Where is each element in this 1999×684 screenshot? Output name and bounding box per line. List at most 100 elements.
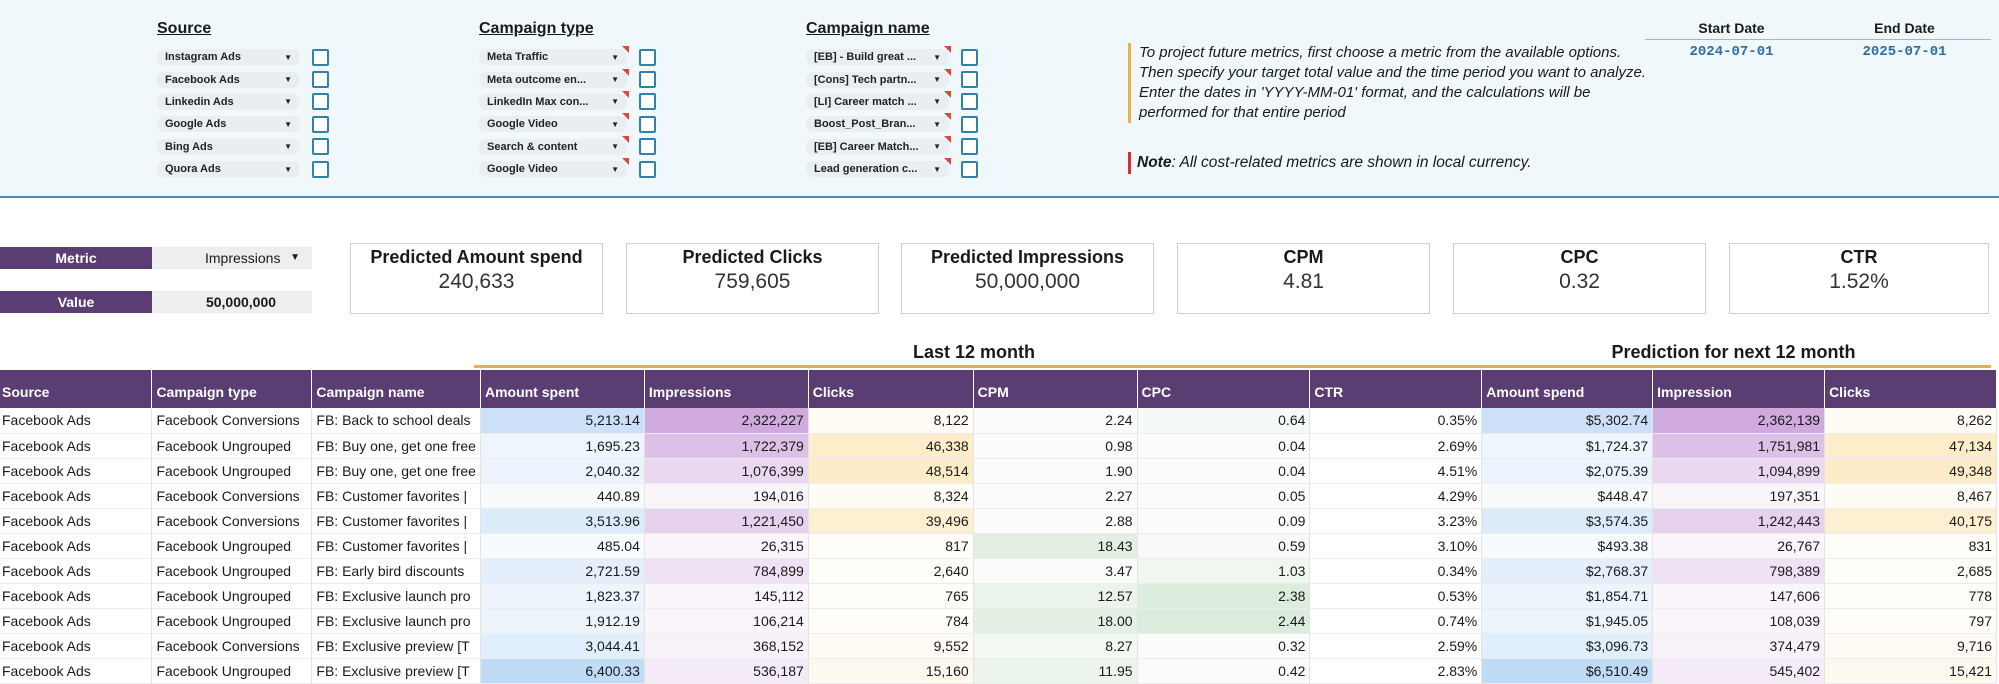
table-cell[interactable]: 46,338 <box>808 433 974 459</box>
source-checkbox[interactable] <box>312 93 329 111</box>
table-cell[interactable]: 368,152 <box>644 633 809 659</box>
table-cell[interactable]: $3,096.73 <box>1481 633 1654 659</box>
table-cell[interactable]: 4.51% <box>1309 458 1483 484</box>
table-cell[interactable]: FB: Buy one, get one free <box>311 458 481 484</box>
source-dropdown-chip[interactable]: Quora Ads ▼ <box>157 161 300 178</box>
campaign-type-dropdown-chip[interactable]: LinkedIn Max con... ▼ <box>479 90 629 110</box>
source-checkbox[interactable] <box>312 48 329 66</box>
table-cell[interactable]: Facebook Ads <box>0 533 153 559</box>
table-cell[interactable]: FB: Buy one, get one free <box>311 433 481 459</box>
value-input[interactable]: 50,000,000 <box>152 291 312 313</box>
table-cell[interactable]: Facebook Ungrouped <box>151 458 313 484</box>
table-cell[interactable]: 784 <box>808 608 974 634</box>
table-cell[interactable]: 545,402 <box>1652 658 1826 684</box>
column-header[interactable]: Campaign type <box>151 370 313 408</box>
table-cell[interactable]: 831 <box>1824 533 1997 559</box>
table-cell[interactable]: FB: Customer favorites | <box>311 483 481 509</box>
table-cell[interactable]: Facebook Ungrouped <box>151 658 313 684</box>
table-cell[interactable]: Facebook Conversions <box>151 483 313 509</box>
table-cell[interactable]: 2.38 <box>1137 583 1311 609</box>
table-cell[interactable]: 1.03 <box>1137 558 1311 584</box>
table-cell[interactable]: 11.95 <box>973 658 1138 684</box>
table-cell[interactable]: 40,175 <box>1824 508 1997 534</box>
campaign-type-dropdown-chip[interactable]: Google Video ▼ <box>479 113 629 133</box>
table-cell[interactable]: 797 <box>1824 608 1997 634</box>
table-cell[interactable]: 1,221,450 <box>644 508 809 534</box>
table-cell[interactable]: 0.35% <box>1309 408 1483 434</box>
table-cell[interactable]: FB: Early bird discounts <box>311 558 481 584</box>
table-cell[interactable]: 9,552 <box>808 633 974 659</box>
table-cell[interactable]: FB: Exclusive preview [T <box>311 658 481 684</box>
table-cell[interactable]: 2,362,139 <box>1652 408 1826 434</box>
table-cell[interactable]: $1,854.71 <box>1481 583 1654 609</box>
table-cell[interactable]: Facebook Ads <box>0 633 153 659</box>
table-cell[interactable]: 0.04 <box>1137 458 1311 484</box>
table-cell[interactable]: 145,112 <box>644 583 809 609</box>
table-cell[interactable]: 2.83% <box>1309 658 1483 684</box>
table-cell[interactable]: 0.04 <box>1137 433 1311 459</box>
table-cell[interactable]: 15,160 <box>808 658 974 684</box>
table-cell[interactable]: 1,722,379 <box>644 433 809 459</box>
table-cell[interactable]: 2,685 <box>1824 558 1997 584</box>
source-checkbox[interactable] <box>312 71 329 89</box>
table-cell[interactable]: 106,214 <box>644 608 809 634</box>
campaign-name-checkbox[interactable] <box>961 138 978 156</box>
table-cell[interactable]: 3,513.96 <box>480 508 645 534</box>
table-cell[interactable]: 2,640 <box>808 558 974 584</box>
table-cell[interactable]: 108,039 <box>1652 608 1826 634</box>
table-cell[interactable]: Facebook Ads <box>0 558 153 584</box>
table-cell[interactable]: 1,695.23 <box>480 433 645 459</box>
campaign-type-checkbox[interactable] <box>639 71 656 89</box>
table-cell[interactable]: 485.04 <box>480 533 645 559</box>
table-cell[interactable]: 8,467 <box>1824 483 1997 509</box>
table-cell[interactable]: 12.57 <box>973 583 1138 609</box>
table-cell[interactable]: 0.74% <box>1309 608 1483 634</box>
table-cell[interactable]: 0.64 <box>1137 408 1311 434</box>
campaign-name-dropdown-chip[interactable]: [EB] Career Match... ▼ <box>806 135 951 155</box>
table-cell[interactable]: 26,767 <box>1652 533 1826 559</box>
table-cell[interactable]: FB: Customer favorites | <box>311 508 481 534</box>
campaign-name-checkbox[interactable] <box>961 93 978 111</box>
table-cell[interactable]: 8,122 <box>808 408 974 434</box>
table-cell[interactable]: 6,400.33 <box>480 658 645 684</box>
table-cell[interactable]: Facebook Ads <box>0 608 153 634</box>
column-header[interactable]: Amount spend <box>1481 370 1654 408</box>
table-cell[interactable]: 147,606 <box>1652 583 1826 609</box>
table-cell[interactable]: 2.27 <box>973 483 1138 509</box>
table-cell[interactable]: 2.24 <box>973 408 1138 434</box>
column-header[interactable]: Impressions <box>644 370 809 408</box>
table-cell[interactable]: Facebook Conversions <box>151 633 313 659</box>
campaign-name-checkbox[interactable] <box>961 71 978 89</box>
campaign-type-checkbox[interactable] <box>639 115 656 133</box>
table-cell[interactable]: 39,496 <box>808 508 974 534</box>
table-cell[interactable]: Facebook Ungrouped <box>151 608 313 634</box>
table-cell[interactable]: $6,510.49 <box>1481 658 1654 684</box>
table-cell[interactable]: 5,213.14 <box>480 408 645 434</box>
campaign-name-dropdown-chip[interactable]: [LI] Career match ... ▼ <box>806 90 951 110</box>
campaign-name-dropdown-chip[interactable]: Lead generation c... ▼ <box>806 158 951 178</box>
column-header[interactable]: Amount spent <box>480 370 645 408</box>
campaign-type-dropdown-chip[interactable]: Google Video ▼ <box>479 158 629 178</box>
table-cell[interactable]: Facebook Ungrouped <box>151 558 313 584</box>
table-cell[interactable]: 0.34% <box>1309 558 1483 584</box>
table-cell[interactable]: 1,094,899 <box>1652 458 1826 484</box>
campaign-type-checkbox[interactable] <box>639 138 656 156</box>
table-cell[interactable]: 8.27 <box>973 633 1138 659</box>
table-cell[interactable]: 440.89 <box>480 483 645 509</box>
table-cell[interactable]: FB: Exclusive launch pro <box>311 608 481 634</box>
table-cell[interactable]: 49,348 <box>1824 458 1997 484</box>
table-cell[interactable]: Facebook Ungrouped <box>151 433 313 459</box>
table-cell[interactable]: $1,945.05 <box>1481 608 1654 634</box>
table-cell[interactable]: $493.38 <box>1481 533 1654 559</box>
table-cell[interactable]: 26,315 <box>644 533 809 559</box>
column-header[interactable]: Clicks <box>808 370 974 408</box>
table-cell[interactable]: 1,076,399 <box>644 458 809 484</box>
campaign-name-checkbox[interactable] <box>961 115 978 133</box>
table-cell[interactable]: FB: Exclusive preview [T <box>311 633 481 659</box>
table-cell[interactable]: 536,187 <box>644 658 809 684</box>
table-cell[interactable]: 48,514 <box>808 458 974 484</box>
table-cell[interactable]: 778 <box>1824 583 1997 609</box>
table-cell[interactable]: $2,075.39 <box>1481 458 1654 484</box>
table-cell[interactable]: 9,716 <box>1824 633 1997 659</box>
table-cell[interactable]: Facebook Ads <box>0 583 153 609</box>
